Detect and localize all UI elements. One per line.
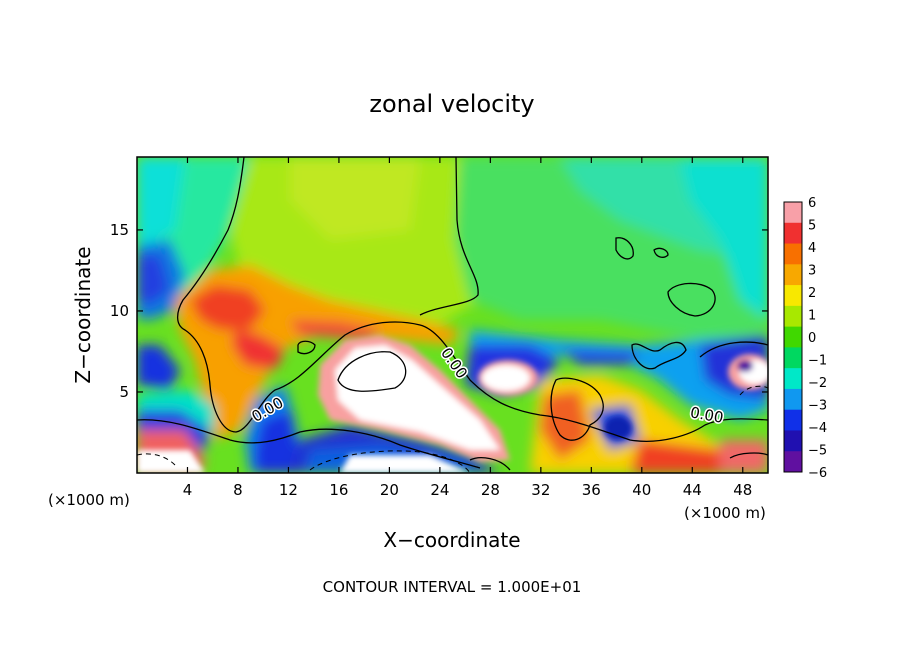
colorbar-label: 4 [808,241,816,256]
x-tick-label: 12 [279,481,298,499]
colorbar-swatch [784,451,802,473]
x-tick-label: 36 [582,481,601,499]
x-tick-label: 4 [183,481,193,499]
y-axis-label: Z−coordinate [71,246,95,383]
heatmap-field [137,157,768,473]
colorbar-frame [783,201,803,473]
x-tick-label: 20 [380,481,399,499]
colorbar-swatch [784,243,802,265]
y-tick-label: 5 [119,383,129,401]
colorbar-swatch [784,222,802,245]
y-axis: 5 10 15 [110,221,768,401]
colorbar-label: −3 [808,399,827,414]
dashed-contours [137,385,768,473]
colorbar-swatch [784,326,802,348]
colorbar-swatch [784,202,802,224]
x-tick-label: 8 [233,481,243,499]
colorbar-label: −2 [808,376,827,391]
colorbar-label: 2 [808,286,816,301]
x-tick-label: 40 [632,481,651,499]
colorbar-swatch [784,264,802,286]
colorbar-label: −5 [808,444,827,459]
x-tick-label: 48 [733,481,752,499]
colorbar-swatch [784,305,802,328]
y-tick-label: 15 [110,221,129,239]
colorbar-swatch [784,430,802,452]
colorbar-swatch [784,347,802,369]
x-tick-label: 44 [683,481,702,499]
colorbar-label: −4 [808,421,827,436]
x-tick-label: 28 [481,481,500,499]
x-tick-label: 24 [430,481,449,499]
colorbar-label: 3 [808,264,816,279]
colorbar-label: 0 [808,331,816,346]
colorbar-swatch [784,368,802,390]
colorbar-swatch [784,388,802,411]
x-axis-label: X−coordinate [383,528,520,552]
colorbar-label: 6 [808,196,816,211]
x-axis: 4 8 12 16 20 24 28 32 36 40 44 48 [183,157,752,499]
x-tick-label: 16 [329,481,348,499]
chart-title: zonal velocity [369,90,534,118]
plot-frame [136,156,769,474]
x-tick-label: 32 [531,481,550,499]
colorbar-label: 5 [808,219,816,234]
colorbar-label: 1 [808,309,816,324]
contour-interval-footer: CONTOUR INTERVAL = 1.000E+01 [323,578,582,596]
colorbar-label: −1 [808,354,827,369]
x-unit-label-left: (×1000 m) [48,491,130,509]
x-unit-label-right: (×1000 m) [684,504,766,522]
colorbar-swatch [784,285,802,307]
colorbar: 6 5 4 3 2 1 0 −1 −2 −3 −4 −5 −6 [783,196,827,481]
colorbar-label: −6 [808,466,827,481]
y-tick-label: 10 [110,302,129,320]
colorbar-swatch [784,409,802,431]
